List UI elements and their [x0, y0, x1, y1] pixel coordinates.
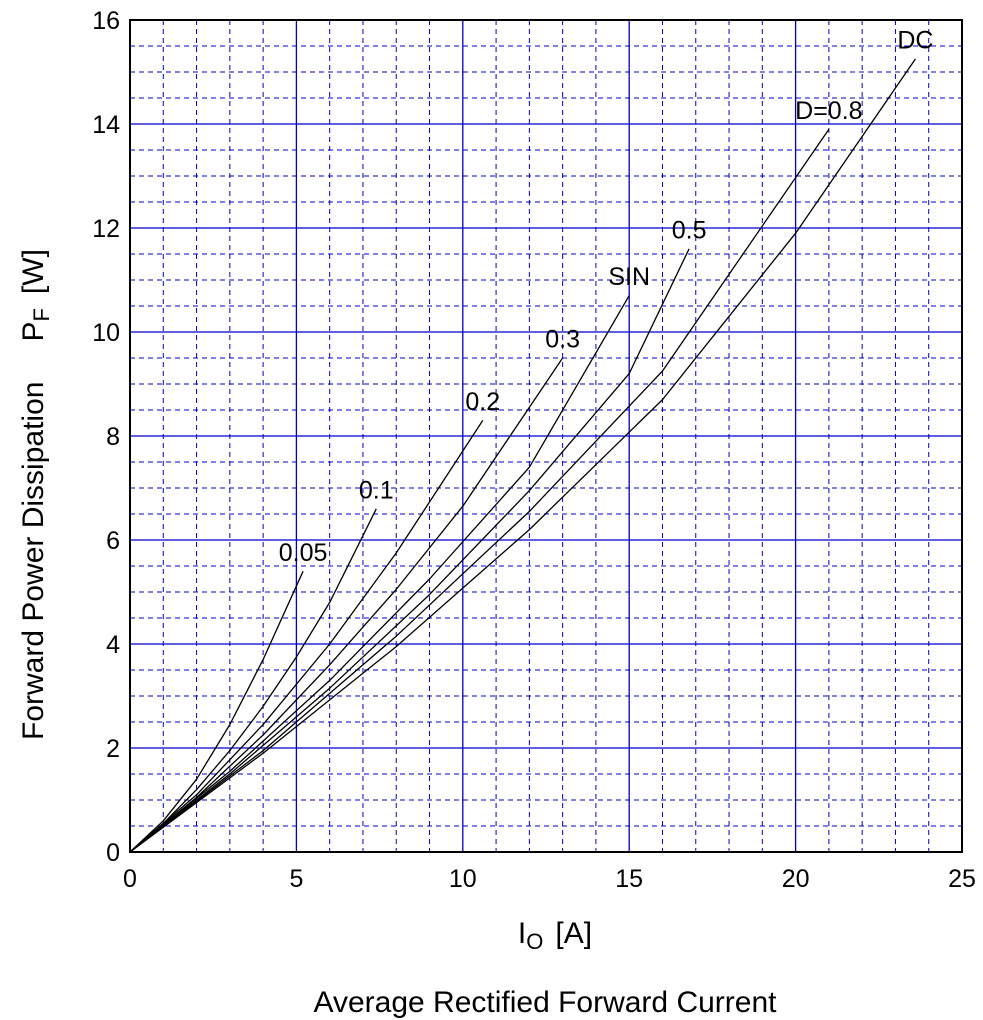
curve-label: 0.1	[359, 476, 394, 504]
curve-label: 0.2	[465, 388, 500, 416]
series-line-d-0-8	[129, 128, 830, 853]
y-axis-label: Forward Power Dissipation PF [W]	[17, 249, 54, 740]
x-tick-label: 20	[782, 865, 810, 893]
curve-label: DC	[897, 27, 933, 55]
y-tick-label: 14	[92, 111, 120, 139]
curve-label: D=0.8	[795, 97, 862, 125]
y-tick-label: 10	[92, 319, 120, 347]
x-tick-label: 25	[948, 865, 976, 893]
y-tick-label: 4	[106, 631, 120, 659]
y-axis-symbol: P	[17, 322, 50, 342]
series-line-0-3	[129, 357, 564, 853]
series-line-0-05	[129, 570, 304, 853]
series-line-0-1	[129, 508, 377, 853]
x-axis-unit: [A]	[555, 917, 592, 950]
series-line-dc	[129, 58, 916, 853]
y-axis-subscript: F	[29, 308, 54, 321]
curve-labels: 0.05 0.1 0.2 0.3 SIN 0.5 D=0.8 DC	[279, 27, 934, 567]
y-axis-caption: Forward Power Dissipation	[17, 382, 50, 740]
y-tick-label: 12	[92, 215, 120, 243]
curve-label: SIN	[608, 263, 650, 291]
series-line-0-5	[129, 248, 690, 853]
curve-label: 0.05	[279, 539, 328, 567]
y-tick-labels: 0 2 4 6 8 10 12 14 16	[92, 7, 120, 867]
x-axis-symbol: I	[518, 917, 526, 950]
y-tick-label: 8	[106, 423, 120, 451]
major-grid	[130, 20, 962, 852]
x-tick-label: 5	[289, 865, 303, 893]
x-tick-labels: 0 5 10 15 20 25	[123, 865, 976, 893]
x-tick-label: 0	[123, 865, 137, 893]
y-axis-unit: [W]	[17, 249, 50, 294]
y-tick-label: 16	[92, 7, 120, 35]
y-tick-label: 2	[106, 735, 120, 763]
x-axis-subscript: O	[526, 929, 543, 954]
series-line-0-2	[129, 420, 484, 853]
plot-frame	[129, 19, 963, 853]
curve-label: 0.3	[545, 326, 580, 354]
x-tick-label: 15	[615, 865, 643, 893]
series-line-sin	[129, 295, 630, 853]
x-tick-label: 10	[449, 865, 477, 893]
y-tick-label: 0	[106, 839, 120, 867]
y-tick-label: 6	[106, 527, 120, 555]
x-axis-label: IO [A]	[518, 917, 592, 954]
x-axis-caption: Average Rectified Forward Current	[314, 986, 778, 1019]
series-layer	[129, 58, 916, 853]
curve-label: 0.5	[672, 216, 707, 244]
